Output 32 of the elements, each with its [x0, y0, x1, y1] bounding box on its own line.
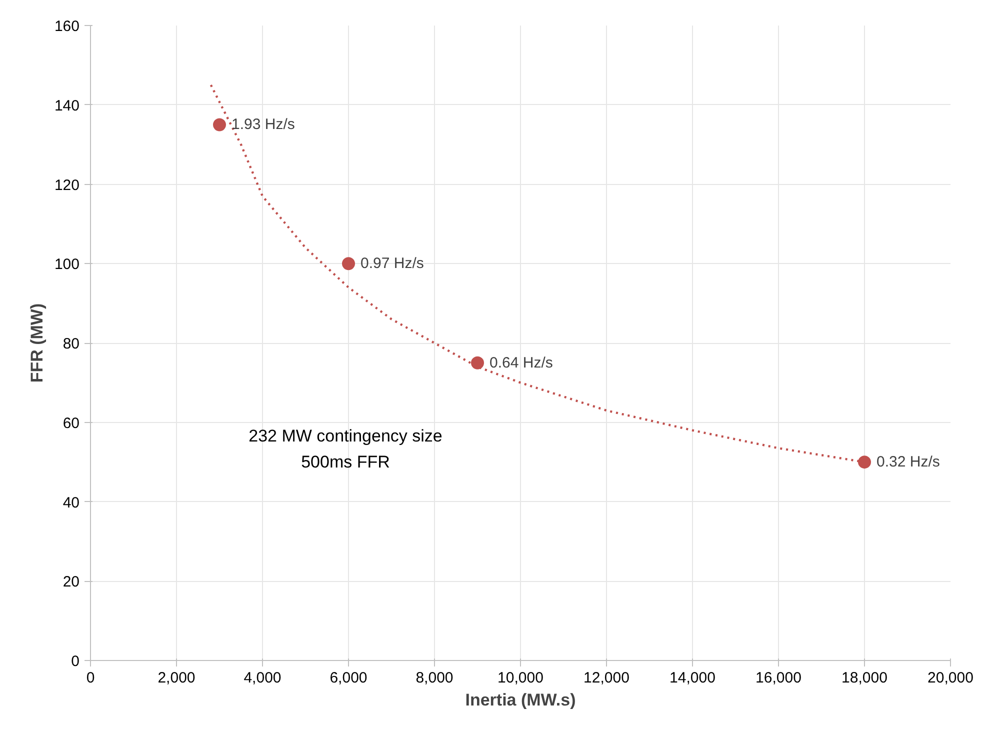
y-tick-label: 140: [54, 97, 80, 114]
annotation: 1.93 Hz/s: [232, 116, 295, 134]
y-tick-label: 100: [54, 256, 80, 274]
annotation: 0.97 Hz/s: [360, 255, 424, 272]
x-tick-label: 8,000: [416, 670, 454, 686]
x-tick-label: 2,000: [158, 670, 196, 686]
point: [471, 356, 484, 370]
annotation: 500ms FFR: [301, 452, 390, 472]
point: [342, 257, 355, 270]
y-tick-label: 0: [71, 653, 80, 670]
x-tick-label: 12,000: [584, 670, 630, 686]
y-tick-label: 40: [62, 494, 80, 512]
x-tick-label: 14,000: [670, 670, 716, 686]
x-tick-label: 16,000: [756, 670, 802, 686]
x-tick-label: 10,000: [498, 670, 544, 686]
x-tick-label: 18,000: [842, 670, 888, 686]
x-tick-label: 0: [86, 670, 95, 686]
y-tick-label: 20: [62, 574, 80, 591]
x-tick-label: 6,000: [330, 670, 368, 686]
y-tick-label: 60: [62, 414, 80, 432]
y-tick-label: 80: [62, 336, 80, 352]
x-tick-label: 20,000: [928, 670, 974, 686]
point: [213, 118, 226, 132]
point: [858, 456, 871, 469]
y-axis-title: FFR (MW): [27, 303, 46, 383]
y-tick-label: 160: [54, 18, 80, 35]
x-axis-title: Inertia (MW.s): [465, 690, 576, 710]
y-tick-label: 120: [54, 176, 80, 194]
annotation: 0.64 Hz/s: [490, 354, 553, 372]
annotation: 0.32 Hz/s: [876, 454, 940, 471]
annotation: 232 MW contingency size: [248, 426, 442, 446]
x-tick-label: 4,000: [244, 670, 282, 686]
